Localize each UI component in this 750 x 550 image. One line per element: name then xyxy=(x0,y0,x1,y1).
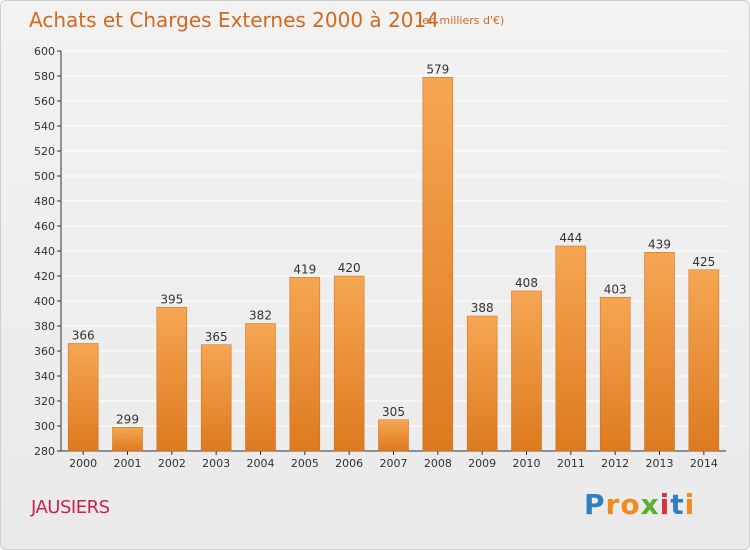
x-tick-label: 2012 xyxy=(601,457,629,470)
x-tick-label: 2007 xyxy=(380,457,408,470)
labels: 280 300 320 340 360 380 400 420 440 460 480 500 520 5… xyxy=(34,45,718,470)
data-label: 388 xyxy=(471,301,494,315)
logo-letter: i xyxy=(684,488,696,521)
data-label: 579 xyxy=(426,62,449,76)
logo-letter: o xyxy=(620,488,641,521)
data-label: 365 xyxy=(205,330,228,344)
bars xyxy=(67,77,720,452)
bar xyxy=(422,77,454,452)
data-label: 439 xyxy=(648,237,671,251)
y-tick-label: 500 xyxy=(34,170,55,183)
data-label: 420 xyxy=(338,261,361,275)
logo-letter: P xyxy=(584,488,606,521)
x-tick-label: 2008 xyxy=(424,457,452,470)
x-tick-label: 2013 xyxy=(646,457,674,470)
x-tick-label: 2000 xyxy=(69,457,97,470)
y-tick-label: 440 xyxy=(34,245,55,258)
bar xyxy=(599,297,631,452)
x-tick-label: 2009 xyxy=(468,457,496,470)
data-label: 395 xyxy=(160,292,183,306)
commune-name: JAUSIERS xyxy=(31,497,110,518)
logo-letter: i xyxy=(659,488,671,521)
logo-letter: r xyxy=(605,488,621,521)
bar xyxy=(112,427,143,452)
bar xyxy=(466,315,498,452)
y-tick-label: 540 xyxy=(34,120,55,133)
y-tick-label: 280 xyxy=(34,445,55,458)
bar xyxy=(333,275,365,452)
x-tick-label: 2003 xyxy=(202,457,230,470)
y-tick-label: 520 xyxy=(34,145,55,158)
bar xyxy=(67,343,99,452)
bar xyxy=(378,419,409,452)
bar xyxy=(555,245,587,452)
bar xyxy=(511,290,542,452)
y-tick-label: 480 xyxy=(34,195,55,208)
y-tick-label: 560 xyxy=(34,95,55,108)
y-tick-label: 400 xyxy=(34,295,55,308)
bar xyxy=(644,252,675,452)
y-tick-label: 600 xyxy=(34,45,55,58)
data-label: 299 xyxy=(116,412,139,426)
bar xyxy=(289,277,321,452)
data-label: 366 xyxy=(72,329,95,343)
y-tick-label: 320 xyxy=(34,395,55,408)
x-tick-label: 2006 xyxy=(335,457,363,470)
x-tick-label: 2010 xyxy=(513,457,541,470)
chart-subtitle: (en milliers d'€) xyxy=(418,14,505,27)
proxiti-logo[interactable]: Proxiti xyxy=(584,488,695,521)
bar xyxy=(245,323,276,452)
logo-letter: x xyxy=(640,488,660,521)
x-tick-label: 2011 xyxy=(557,457,585,470)
data-label: 408 xyxy=(515,276,538,290)
data-label: 305 xyxy=(382,405,405,419)
y-tick-label: 380 xyxy=(34,320,55,333)
y-tick-label: 360 xyxy=(34,345,55,358)
y-tick-label: 460 xyxy=(34,220,55,233)
bar xyxy=(156,307,188,452)
y-tick-label: 340 xyxy=(34,370,55,383)
bar xyxy=(688,269,720,452)
data-label: 382 xyxy=(249,309,272,323)
x-tick-label: 2002 xyxy=(158,457,186,470)
x-tick-label: 2001 xyxy=(114,457,142,470)
x-tick-label: 2004 xyxy=(247,457,275,470)
bar xyxy=(200,344,232,452)
y-tick-label: 420 xyxy=(34,270,55,283)
chart-title: Achats et Charges Externes 2000 à 2014 xyxy=(29,8,439,32)
data-label: 444 xyxy=(559,231,582,245)
x-tick-label: 2014 xyxy=(690,457,718,470)
y-tick-label: 580 xyxy=(34,70,55,83)
data-label: 403 xyxy=(604,282,627,296)
data-label: 419 xyxy=(293,262,316,276)
data-label: 425 xyxy=(692,255,715,269)
logo-letter: t xyxy=(670,488,685,521)
y-tick-label: 300 xyxy=(34,420,55,433)
x-tick-label: 2005 xyxy=(291,457,319,470)
